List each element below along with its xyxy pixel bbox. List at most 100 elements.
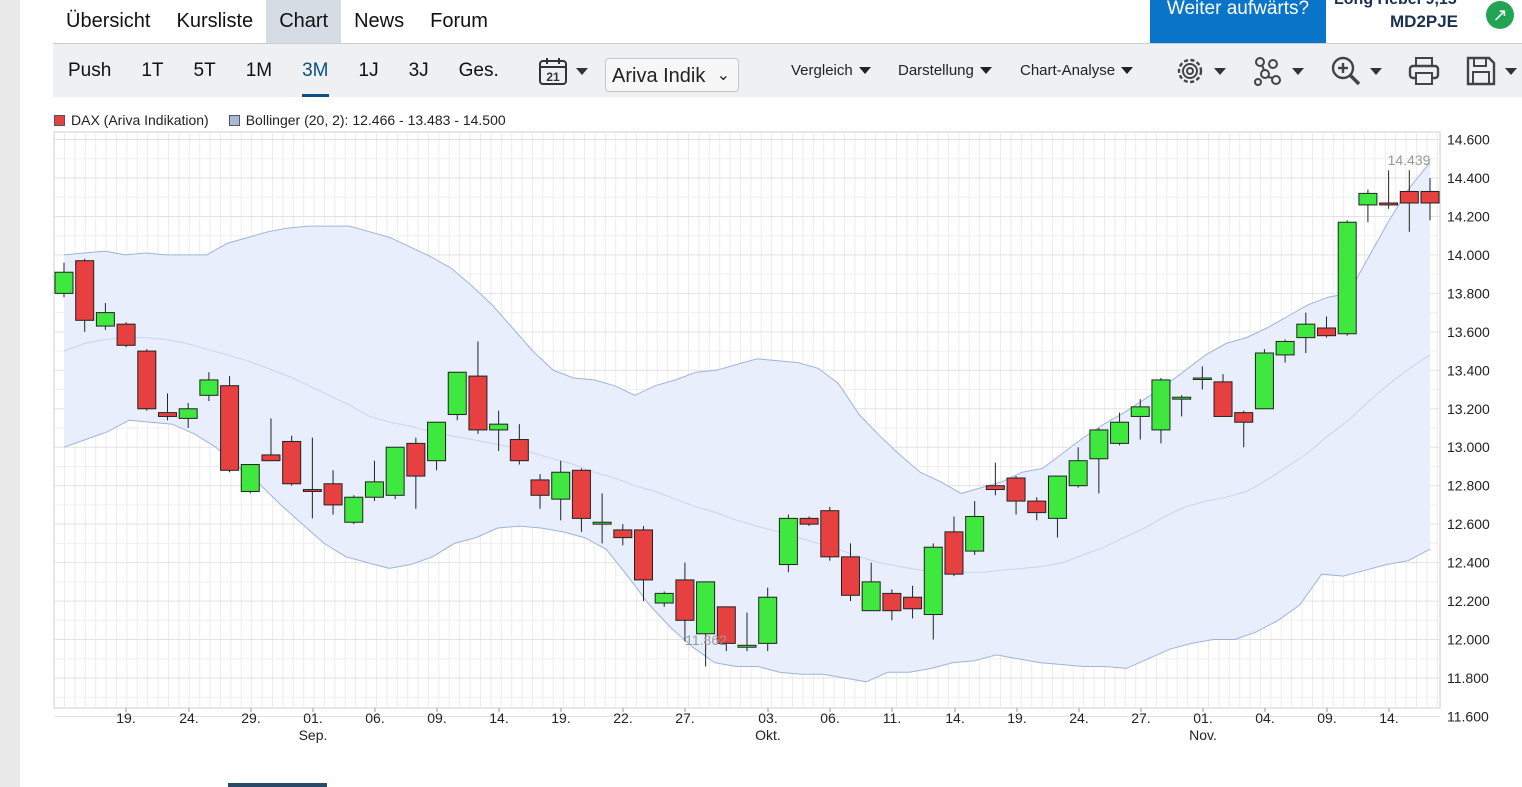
analysis-label: Chart-Analyse	[1020, 62, 1116, 79]
range-3m[interactable]: 3M	[287, 44, 343, 97]
candle-body	[613, 529, 633, 539]
legend-item-bollinger[interactable]: Bollinger (20, 2): 12.466 - 13.483 - 14.…	[228, 112, 506, 128]
compare-dropdown[interactable]: Vergleich	[791, 44, 871, 97]
y-tick-label: 13.800	[1447, 285, 1490, 301]
print-icon[interactable]	[1407, 54, 1441, 88]
candle-body	[675, 579, 695, 621]
legend-label-bollinger: Bollinger (20, 2): 12.466 - 13.483 - 14.…	[245, 112, 506, 128]
x-tick-label: 27.	[1131, 710, 1150, 726]
candle-body	[509, 439, 529, 462]
range-5t[interactable]: 5T	[193, 59, 216, 81]
y-tick-label: 12.200	[1447, 593, 1490, 609]
candle-body	[220, 385, 240, 471]
x-month-label: Okt.	[755, 727, 781, 743]
x-tick-label: 19.	[551, 710, 570, 726]
candle-body	[882, 592, 902, 612]
y-tick-label: 13.600	[1447, 324, 1490, 340]
candle-body	[1213, 381, 1233, 417]
candle-body	[1192, 377, 1212, 380]
display-label: Darstellung	[898, 62, 974, 79]
x-tick-label: 29.	[241, 710, 260, 726]
y-tick-label: 11.800	[1447, 670, 1489, 686]
analysis-dropdown[interactable]: Chart-Analyse	[1020, 44, 1134, 97]
candle-body	[468, 375, 488, 431]
candle-body	[1068, 460, 1088, 487]
candle-body	[1234, 412, 1254, 423]
bollinger-band-fill	[64, 162, 1430, 682]
tab-forum[interactable]: Forum	[430, 10, 488, 32]
x-month-label: Sep.	[299, 727, 328, 743]
settings-icon[interactable]	[1173, 54, 1207, 88]
chevron-down-icon[interactable]	[1214, 68, 1226, 75]
x-tick-label: 01.	[1193, 710, 1212, 726]
candle-body	[1130, 406, 1150, 417]
promo-product[interactable]: Long Hebel 9,15 MD2PJE ↗	[1326, 0, 1522, 43]
range-1m[interactable]: 1M	[245, 59, 273, 81]
x-tick-label: 24.	[1069, 710, 1088, 726]
compare-label: Vergleich	[791, 62, 853, 79]
x-tick-label: 14.	[489, 710, 508, 726]
candle-body	[137, 350, 157, 410]
calendar-icon[interactable]: 21	[538, 56, 568, 86]
save-icon[interactable]	[1464, 54, 1498, 88]
candle-body	[1027, 500, 1047, 514]
bollinger-upper-line	[63, 162, 1431, 494]
legend-swatch-dax	[54, 114, 65, 126]
candle-body	[654, 592, 674, 604]
range-push[interactable]: Push	[68, 59, 112, 81]
range-3j[interactable]: 3J	[408, 59, 429, 81]
x-tick-label: 19.	[116, 710, 135, 726]
exchange-select[interactable]: Ariva Indik ⌄	[605, 58, 739, 92]
candle-body	[778, 517, 798, 566]
zoom-icon[interactable]	[1329, 54, 1363, 88]
bollinger-lower-line	[63, 419, 1431, 683]
tab-chart[interactable]: Chart	[266, 0, 342, 43]
arrow-up-right-icon[interactable]: ↗	[1486, 1, 1514, 29]
y-tick-label: 14.200	[1447, 208, 1490, 224]
top-navigation: Übersicht Kursliste Chart News Forum	[53, 0, 501, 43]
candle-body	[696, 581, 716, 635]
chevron-down-icon[interactable]	[1292, 68, 1304, 75]
candle-body	[489, 423, 509, 431]
candle-body	[820, 510, 840, 558]
candle-body	[551, 471, 571, 500]
chevron-down-icon[interactable]	[1370, 68, 1382, 75]
chevron-down-icon[interactable]	[1505, 68, 1517, 75]
x-tick-label: 06.	[820, 710, 839, 726]
candle-body	[178, 408, 198, 419]
candle-body	[903, 596, 923, 610]
range-1t[interactable]: 1T	[141, 59, 164, 81]
tab-kursliste[interactable]: Kursliste	[176, 10, 254, 32]
y-tick-label: 12.400	[1447, 555, 1490, 571]
candle-body	[1337, 221, 1357, 335]
candle-body	[1358, 192, 1378, 206]
range-1j[interactable]: 1J	[358, 59, 379, 81]
tab-uebersicht[interactable]: Übersicht	[66, 10, 151, 32]
chevron-down-icon: ⌄	[716, 67, 730, 84]
y-tick-label: 12.800	[1447, 478, 1490, 494]
candle-body	[95, 312, 115, 327]
candle-body	[344, 496, 364, 523]
x-tick-label: 14.	[945, 710, 964, 726]
range-ges[interactable]: Ges.	[458, 59, 499, 81]
candle-body	[1089, 429, 1109, 460]
indicators-icon[interactable]	[1251, 54, 1285, 88]
chart-toolbar: Push 1T 5T 1M 3M 1J 3J Ges. 21 Ariva Ind…	[53, 43, 1522, 97]
x-tick-label: 01.	[303, 710, 322, 726]
candle-body	[54, 271, 74, 294]
chevron-down-icon[interactable]	[576, 68, 588, 75]
candle-body	[965, 515, 985, 552]
display-dropdown[interactable]: Darstellung	[898, 44, 992, 97]
tab-news[interactable]: News	[354, 10, 405, 32]
legend-item-dax[interactable]: DAX (Ariva Indikation)	[54, 112, 209, 128]
calendar-day: 21	[546, 70, 560, 84]
chart-legend: DAX (Ariva Indikation) Bollinger (20, 2)…	[54, 112, 506, 128]
promo-banner[interactable]: Weiter aufwärts? Long Hebel 9,15 MD2PJE …	[1150, 0, 1522, 43]
x-tick-label: 22.	[613, 710, 632, 726]
promo-cta[interactable]: Weiter aufwärts?	[1150, 0, 1326, 43]
candle-body	[261, 454, 281, 462]
y-tick-label: 11.600	[1447, 708, 1489, 724]
candle-body	[364, 481, 384, 498]
candle-body	[199, 379, 219, 396]
